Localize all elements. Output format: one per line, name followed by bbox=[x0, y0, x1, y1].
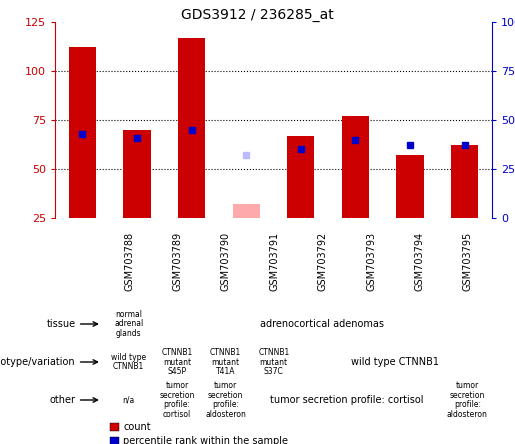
Bar bbox=[342, 116, 369, 218]
Text: CTNNB1
mutant
S45P: CTNNB1 mutant S45P bbox=[161, 348, 193, 376]
Text: wild type
CTNNB1: wild type CTNNB1 bbox=[111, 353, 146, 371]
Text: GSM703788: GSM703788 bbox=[124, 232, 134, 291]
Text: tumor
secretion
profile:
aldosteron: tumor secretion profile: aldosteron bbox=[447, 381, 488, 419]
Text: tumor
secretion
profile:
aldosteron: tumor secretion profile: aldosteron bbox=[205, 381, 246, 419]
Bar bbox=[287, 136, 315, 218]
Text: CTNNB1
mutant
T41A: CTNNB1 mutant T41A bbox=[210, 348, 241, 376]
Text: GSM703790: GSM703790 bbox=[221, 232, 231, 291]
Bar bbox=[123, 130, 150, 218]
Bar bbox=[233, 204, 260, 218]
Text: genotype/variation: genotype/variation bbox=[0, 357, 76, 367]
Text: normal
adrenal
glands: normal adrenal glands bbox=[114, 310, 143, 338]
Text: other: other bbox=[49, 395, 76, 405]
Text: tissue: tissue bbox=[46, 319, 76, 329]
Text: tumor secretion profile: cortisol: tumor secretion profile: cortisol bbox=[270, 395, 423, 405]
Text: wild type CTNNB1: wild type CTNNB1 bbox=[351, 357, 439, 367]
Bar bbox=[397, 155, 424, 218]
Text: adrenocortical adenomas: adrenocortical adenomas bbox=[260, 319, 384, 329]
Text: percentile rank within the sample: percentile rank within the sample bbox=[123, 436, 288, 444]
Text: n/a: n/a bbox=[123, 396, 135, 404]
Text: count: count bbox=[123, 422, 151, 432]
Bar bbox=[178, 38, 205, 218]
Text: GSM703792: GSM703792 bbox=[318, 232, 328, 291]
Text: GSM703789: GSM703789 bbox=[173, 232, 182, 291]
Text: GSM703795: GSM703795 bbox=[463, 232, 473, 291]
Text: GDS3912 / 236285_at: GDS3912 / 236285_at bbox=[181, 8, 334, 22]
Text: CTNNB1
mutant
S37C: CTNNB1 mutant S37C bbox=[258, 348, 289, 376]
Text: GSM703794: GSM703794 bbox=[415, 232, 424, 291]
Text: tumor
secretion
profile:
cortisol: tumor secretion profile: cortisol bbox=[159, 381, 195, 419]
Text: GSM703791: GSM703791 bbox=[269, 232, 279, 291]
Bar bbox=[451, 146, 478, 218]
Text: GSM703793: GSM703793 bbox=[366, 232, 376, 291]
Bar bbox=[68, 48, 96, 218]
